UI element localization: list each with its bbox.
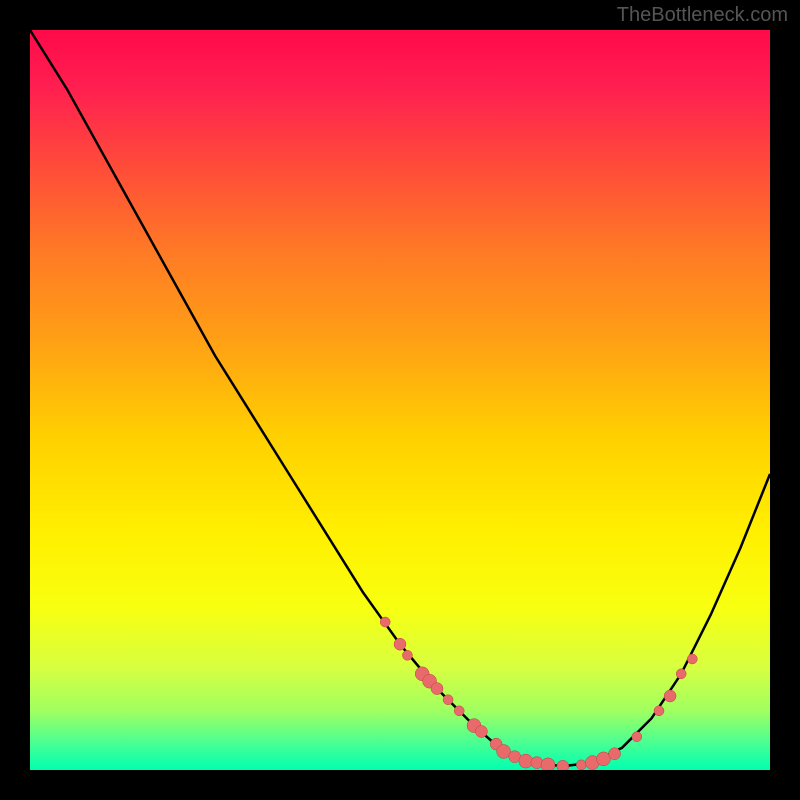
chart-container (30, 30, 770, 770)
data-marker (687, 654, 697, 664)
data-marker (654, 706, 664, 716)
data-marker (676, 669, 686, 679)
watermark-text: TheBottleneck.com (617, 4, 788, 27)
data-marker (609, 748, 621, 760)
data-marker (541, 758, 555, 770)
data-marker (475, 726, 487, 738)
data-marker (454, 706, 464, 716)
data-marker (394, 638, 406, 650)
bottleneck-curve (30, 30, 770, 766)
data-marker (431, 683, 443, 695)
curve-layer (30, 30, 770, 770)
data-marker (557, 760, 569, 770)
data-marker (380, 617, 390, 627)
data-marker (402, 650, 412, 660)
data-marker (632, 732, 642, 742)
data-marker (576, 760, 586, 770)
data-marker (664, 690, 676, 702)
data-marker (519, 754, 533, 768)
data-marker (443, 695, 453, 705)
data-markers (380, 617, 697, 770)
